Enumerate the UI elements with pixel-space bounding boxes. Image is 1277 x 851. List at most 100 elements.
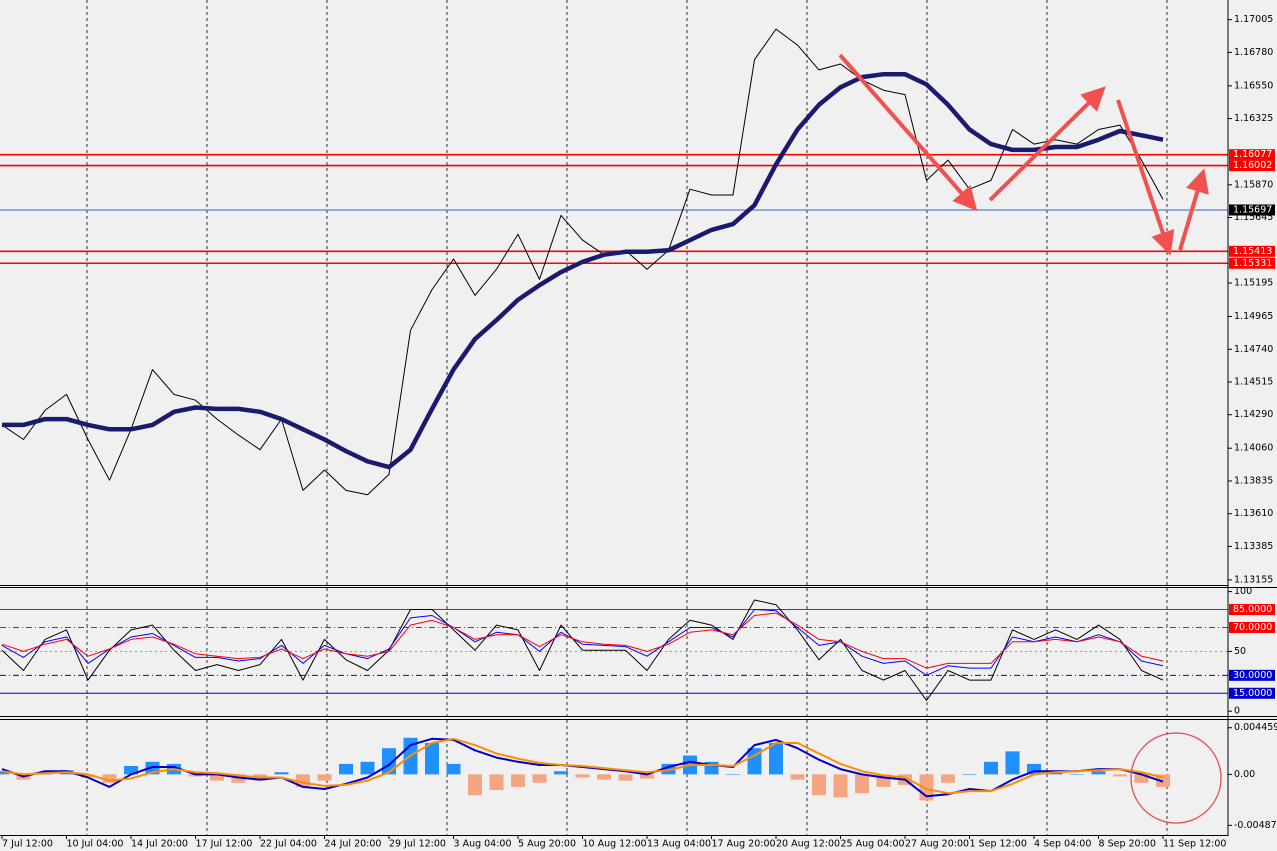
histogram-bar [790,774,805,780]
histogram-bar [812,774,826,796]
x-tick-label: 20 Aug 12:00 [776,839,840,850]
histogram-bar [962,774,977,775]
y-tick-label: 1.17005 [1234,14,1273,25]
series-line [2,71,1164,470]
level-label-bg [1229,149,1275,161]
histogram-bar [1048,772,1063,775]
histogram-bar [661,763,676,775]
histogram-bar [618,774,633,781]
histogram-bar [769,743,783,775]
y-tick-label: 50 [1234,646,1246,657]
histogram-bar [532,774,547,783]
histogram-bar [102,774,117,783]
level-label-bg [1229,687,1275,699]
histogram-bar [468,774,482,796]
y-tick-label: 1.13835 [1234,475,1273,486]
histogram-bar [188,774,203,777]
histogram-bar [833,774,848,798]
level-label-bg [1229,160,1275,172]
histogram-bar [489,774,504,791]
y-tick-label: 1.15870 [1234,179,1273,190]
y-tick-label: 1.14965 [1234,311,1273,322]
y-tick-label: 1.15195 [1234,278,1273,289]
series-line [1,612,1164,669]
histogram-bar [597,774,611,780]
x-tick-label: 27 Aug 20:00 [905,839,969,850]
histogram-bar [1027,763,1041,775]
histogram-bar [511,774,525,787]
arrow [1178,168,1209,251]
x-tick-label: 17 Aug 20:00 [712,839,776,850]
histogram-bar [855,774,869,794]
x-tick-label: 7 Jul 12:00 [2,839,53,850]
x-tick-label: 4 Sep 04:00 [1034,839,1091,850]
histogram-bar [1113,774,1127,777]
x-tick-label: 11 Sep 12:00 [1163,839,1226,850]
histogram-bar [640,774,654,779]
arrow [988,86,1106,202]
level-label: 15.0000 [1233,688,1272,699]
series-line [1,737,1164,795]
histogram-bar [360,761,375,775]
x-tick-label: 14 Jul 20:00 [131,839,188,850]
level-label: 1.15331 [1233,258,1272,269]
level-label-bg [1229,604,1275,616]
histogram-bar [339,763,353,775]
x-tick-label: 29 Jul 12:00 [389,839,446,850]
histogram-bar [747,748,762,775]
histogram-bar [81,774,95,778]
histogram-bar [1091,771,1106,775]
histogram-bar [726,774,740,775]
histogram-bar [941,774,955,783]
y-tick-label: 1.14290 [1234,409,1273,420]
y-tick-label: -0.004873 [1234,820,1277,831]
arrow [838,53,978,212]
histogram-bar [231,774,246,783]
y-tick-label: 1.14740 [1234,344,1273,355]
x-tick-label: 25 Aug 04:00 [841,839,905,850]
x-tick-label: 22 Jul 04:00 [260,839,317,850]
y-tick-label: 0.00 [1234,769,1255,780]
series-line [1,599,1164,701]
y-tick-label: 1.13610 [1234,508,1273,519]
level-label-bg [1229,204,1275,216]
histogram-bar [210,774,224,781]
y-tick-label: 1.16550 [1234,80,1273,91]
y-tick-label: 1.14515 [1234,376,1273,387]
histogram-bar [317,774,332,781]
histogram-bar [0,771,9,775]
y-tick-label: 0 [1234,706,1240,717]
histogram-bar [124,766,138,775]
histogram-bar [984,761,998,775]
level-label-bg [1229,257,1275,269]
y-tick-label: 1.16780 [1234,47,1273,58]
histogram-bar [425,743,439,775]
plot-layer: 1.17005 1.16780 1.16550 1.16325 1.15870 1.156… [0,14,1277,850]
y-tick-label: 100 [1234,586,1252,597]
highlight-circle [1130,732,1222,824]
series-line [1,609,1164,676]
y-tick-label: 1.15645 [1234,212,1273,223]
level-label-bg [1229,621,1275,633]
level-label-bg [1229,669,1275,681]
histogram-bar [1134,774,1149,783]
x-tick-label: 1 Sep 12:00 [970,839,1027,850]
histogram-bar [1005,751,1020,775]
y-tick-label: 1.16325 [1234,113,1273,124]
y-tick-label: 1.13155 [1234,574,1273,585]
arrow [1116,99,1175,256]
y-tick-label: 1.14060 [1234,443,1273,454]
level-label: 1.16077 [1233,149,1272,160]
histogram-bar [446,763,461,775]
y-tick-label: 1.13385 [1234,541,1273,552]
x-tick-label: 3 Aug 04:00 [454,839,512,850]
x-tick-label: 8 Sep 20:00 [1099,839,1156,850]
x-tick-label: 10 Jul 04:00 [67,839,124,850]
histogram-bar [554,771,568,775]
level-label-bg [1229,245,1275,257]
x-tick-label: 10 Aug 12:00 [583,839,647,850]
